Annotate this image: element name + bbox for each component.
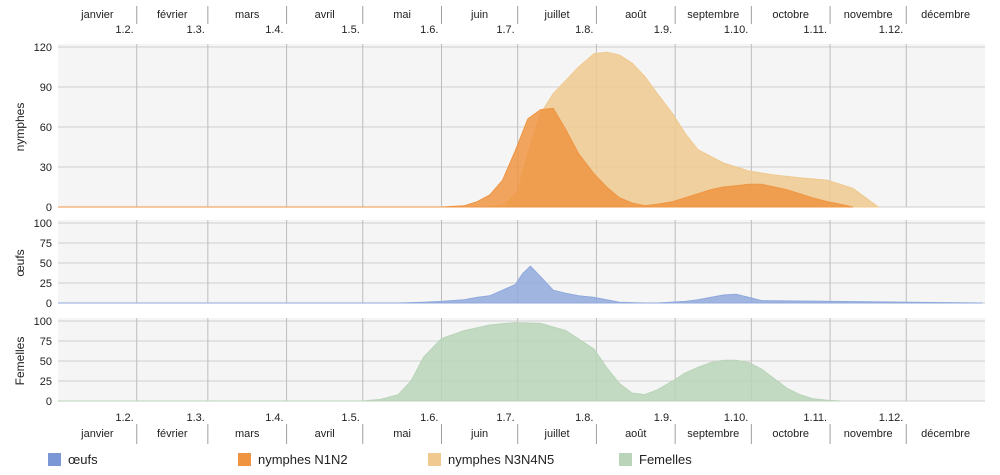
panel-oeufs: 0 25 50 75 100 œufs xyxy=(13,218,985,310)
bottom-date-tick-label: 1.2. xyxy=(115,412,133,424)
y-tick-label: 75 xyxy=(40,336,52,348)
series-nymphes-n1n2 xyxy=(58,107,854,208)
bottom-date-tick-label: 1.7. xyxy=(496,412,514,424)
top-month-label: octobre xyxy=(772,9,809,21)
top-month-label: janvier xyxy=(80,9,114,21)
top-date-tick-label: 1.9. xyxy=(654,24,672,36)
legend-item-oeufs[interactable]: œufs xyxy=(48,452,98,467)
bottom-date-tick-label: 1.4. xyxy=(265,412,283,424)
series-ufs xyxy=(58,265,983,304)
bottom-month-label: juin xyxy=(470,428,488,440)
top-month-label: juillet xyxy=(544,9,570,21)
bottom-month-label: septembre xyxy=(687,428,739,440)
y-tick-label: 100 xyxy=(34,316,52,328)
bottom-month-label: février xyxy=(157,428,188,440)
legend-swatch-oeufs xyxy=(48,453,61,466)
y-tick-label: 60 xyxy=(40,122,52,134)
legend-swatch-nymphes-n3n4n5 xyxy=(428,453,441,466)
bottom-month-label: novembre xyxy=(844,428,893,440)
top-month-label: août xyxy=(625,9,646,21)
legend-label-oeufs: œufs xyxy=(68,452,98,467)
y-tick-label: 0 xyxy=(46,298,52,310)
y-tick-label: 75 xyxy=(40,238,52,250)
top-date-tick-label: 1.3. xyxy=(186,24,204,36)
y-tick-label: 90 xyxy=(40,82,52,94)
y-tick-label: 25 xyxy=(40,278,52,290)
bottom-month-label: octobre xyxy=(772,428,809,440)
top-month-label: juin xyxy=(470,9,488,21)
y-tick-label: 25 xyxy=(40,376,52,388)
bottom-month-label: décembre xyxy=(921,428,970,440)
top-date-tick-label: 1.2. xyxy=(115,24,133,36)
panel-nymphes: 0 30 60 90 120 nymphes xyxy=(13,42,985,214)
bottom-date-tick-label: 1.12. xyxy=(879,412,903,424)
panel-femelles: 0 25 50 75 100 Femelles xyxy=(13,316,985,408)
top-month-label: mai xyxy=(393,9,411,21)
y-tick-label: 0 xyxy=(46,396,52,408)
top-month-label: avril xyxy=(315,9,335,21)
top-month-label: mars xyxy=(235,9,260,21)
top-date-tick-label: 1.8. xyxy=(575,24,593,36)
top-month-label: février xyxy=(157,9,188,21)
y-axis-label: nymphes xyxy=(13,103,27,152)
bottom-month-label: mars xyxy=(235,428,260,440)
legend-item-femelles[interactable]: Femelles xyxy=(619,452,692,467)
legend-item-nymphes-n3n4n5[interactable]: nymphes N3N4N5 xyxy=(428,452,554,467)
bottom-month-label: avril xyxy=(315,428,335,440)
legend-item-nymphes-n1n2[interactable]: nymphes N1N2 xyxy=(238,452,348,467)
bottom-month-label: août xyxy=(625,428,646,440)
top-date-tick-label: 1.12. xyxy=(879,24,903,36)
top-date-tick-label: 1.6. xyxy=(420,24,438,36)
chart: 0 30 60 90 120 nymphes 0 25 50 75 100 œufs 0 25 50 75 10… xyxy=(13,6,985,444)
y-axis-label: Femelles xyxy=(13,337,27,386)
y-tick-label: 100 xyxy=(34,218,52,230)
top-month-label: décembre xyxy=(921,9,970,21)
y-tick-label: 0 xyxy=(46,202,52,214)
y-tick-label: 30 xyxy=(40,162,52,174)
legend: œufs nymphes N1N2 nymphes N3N4N5 Femelle… xyxy=(0,450,1000,472)
bottom-month-label: juillet xyxy=(544,428,570,440)
top-date-tick-label: 1.10. xyxy=(724,24,748,36)
legend-label-femelles: Femelles xyxy=(639,452,692,467)
y-axis-label: œufs xyxy=(13,249,27,276)
y-tick-label: 50 xyxy=(40,258,52,270)
bottom-date-tick-label: 1.11. xyxy=(803,412,827,424)
top-date-tick-label: 1.5. xyxy=(341,24,359,36)
y-tick-label: 120 xyxy=(34,42,52,54)
top-date-tick-label: 1.11. xyxy=(803,24,827,36)
legend-swatch-nymphes-n1n2 xyxy=(238,453,251,466)
bottom-date-tick-label: 1.3. xyxy=(186,412,204,424)
bottom-month-label: janvier xyxy=(80,428,114,440)
series-femelles xyxy=(58,322,841,402)
bottom-date-tick-label: 1.5. xyxy=(341,412,359,424)
y-tick-label: 50 xyxy=(40,356,52,368)
legend-label-nymphes-n1n2: nymphes N1N2 xyxy=(258,452,348,467)
top-date-tick-label: 1.4. xyxy=(265,24,283,36)
bottom-month-label: mai xyxy=(393,428,411,440)
bottom-date-tick-label: 1.8. xyxy=(575,412,593,424)
legend-swatch-femelles xyxy=(619,453,632,466)
legend-label-nymphes-n3n4n5: nymphes N3N4N5 xyxy=(448,452,555,467)
bottom-date-tick-label: 1.6. xyxy=(420,412,438,424)
bottom-date-tick-label: 1.9. xyxy=(654,412,672,424)
bottom-date-tick-label: 1.10. xyxy=(724,412,748,424)
top-month-label: septembre xyxy=(687,9,739,21)
top-month-label: novembre xyxy=(844,9,893,21)
top-date-tick-label: 1.7. xyxy=(496,24,514,36)
